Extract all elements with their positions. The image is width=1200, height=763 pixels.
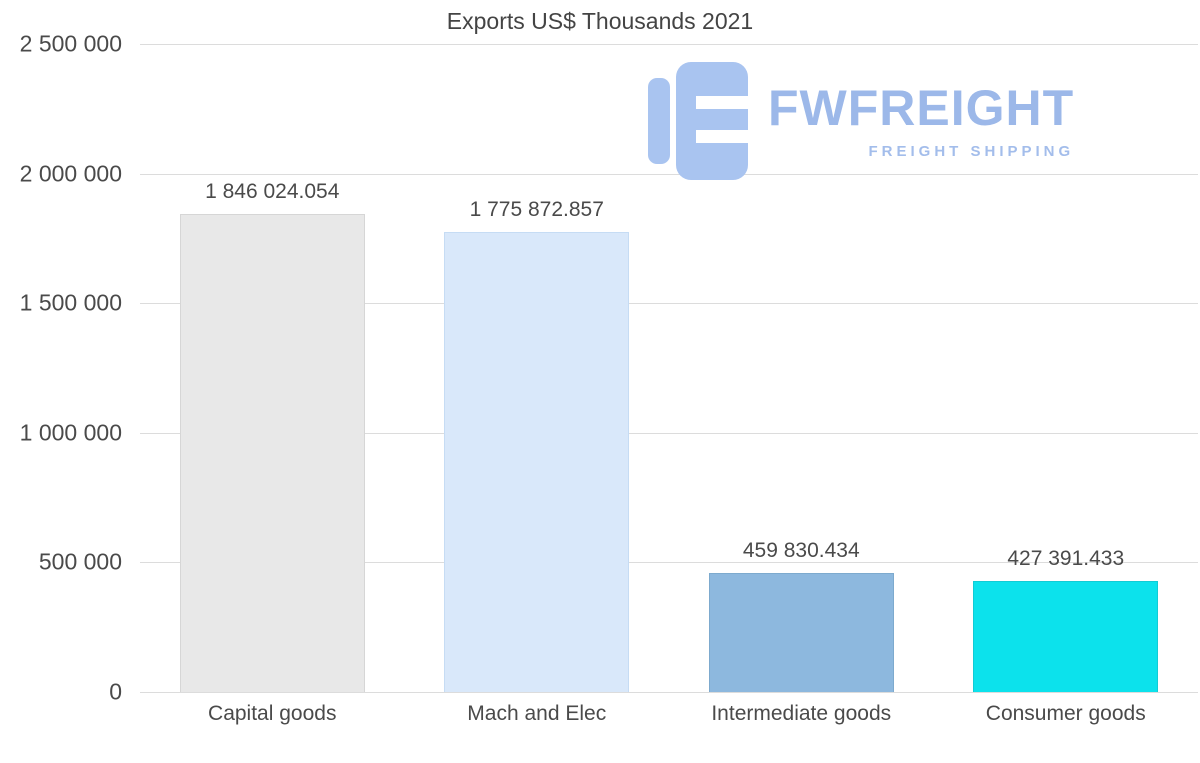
bar-value-label: 1 846 024.054: [205, 179, 340, 203]
gridline: [140, 432, 1198, 434]
bar-slot: 1 775 872.857: [405, 44, 670, 692]
bar-capital-goods: 1 846 024.054: [179, 180, 365, 692]
bars: 1 846 024.054 1 775 872.857 459 830.434 427…: [140, 44, 1198, 692]
brand-text: FWFREIGHT FREIGHT SHIPPING: [768, 83, 1074, 160]
gridline: [140, 303, 1198, 305]
brand-watermark: FWFREIGHT FREIGHT SHIPPING: [648, 62, 1074, 180]
x-category-label: Consumer goods: [985, 702, 1146, 725]
y-tick-label: 1 000 000: [19, 419, 122, 446]
x-category-label: Capital goods: [208, 702, 337, 725]
gridline: [140, 173, 1198, 175]
bar-value-label: 459 830.434: [742, 538, 860, 562]
brand-tagline: FREIGHT SHIPPING: [868, 142, 1075, 160]
gridline: [140, 44, 1198, 45]
x-axis: Capital goods Mach and Elec Intermediate g…: [140, 702, 1198, 726]
gridline: [140, 692, 1198, 693]
bar-value-label: 1 775 872.857: [469, 197, 604, 221]
y-axis: 2 500 000 2 000 000 1 500 000 1 000 000 500 …: [0, 31, 128, 705]
y-tick-label: 1 500 000: [19, 289, 122, 316]
bar-consumer-goods: 427 391.433: [973, 547, 1159, 692]
brand-name: FWFREIGHT: [768, 79, 1075, 136]
fwfreight-logo-icon: [648, 62, 748, 180]
bar-slot: 427 391.433: [934, 44, 1199, 692]
x-category-label: Intermediate goods: [711, 702, 892, 725]
chart-title: Exports US$ Thousands 2021: [446, 8, 754, 34]
y-tick-label: 0: [109, 678, 122, 705]
y-tick-label: 500 000: [38, 548, 122, 575]
y-tick-label: 2 500 000: [19, 30, 122, 57]
y-tick-label: 2 000 000: [19, 160, 122, 187]
bar-mach-and-elec: 1 775 872.857: [444, 198, 630, 692]
bar-intermediate-goods: 459 830.434: [708, 539, 894, 692]
bar-slot: 459 830.434: [669, 44, 934, 692]
gridline: [140, 562, 1198, 564]
bar-slot: 1 846 024.054: [140, 44, 405, 692]
bar-value-label: 427 391.433: [1007, 547, 1125, 571]
x-category-label: Mach and Elec: [467, 702, 607, 725]
plot-area: 1 846 024.054 1 775 872.857 459 830.434 427…: [140, 44, 1198, 693]
